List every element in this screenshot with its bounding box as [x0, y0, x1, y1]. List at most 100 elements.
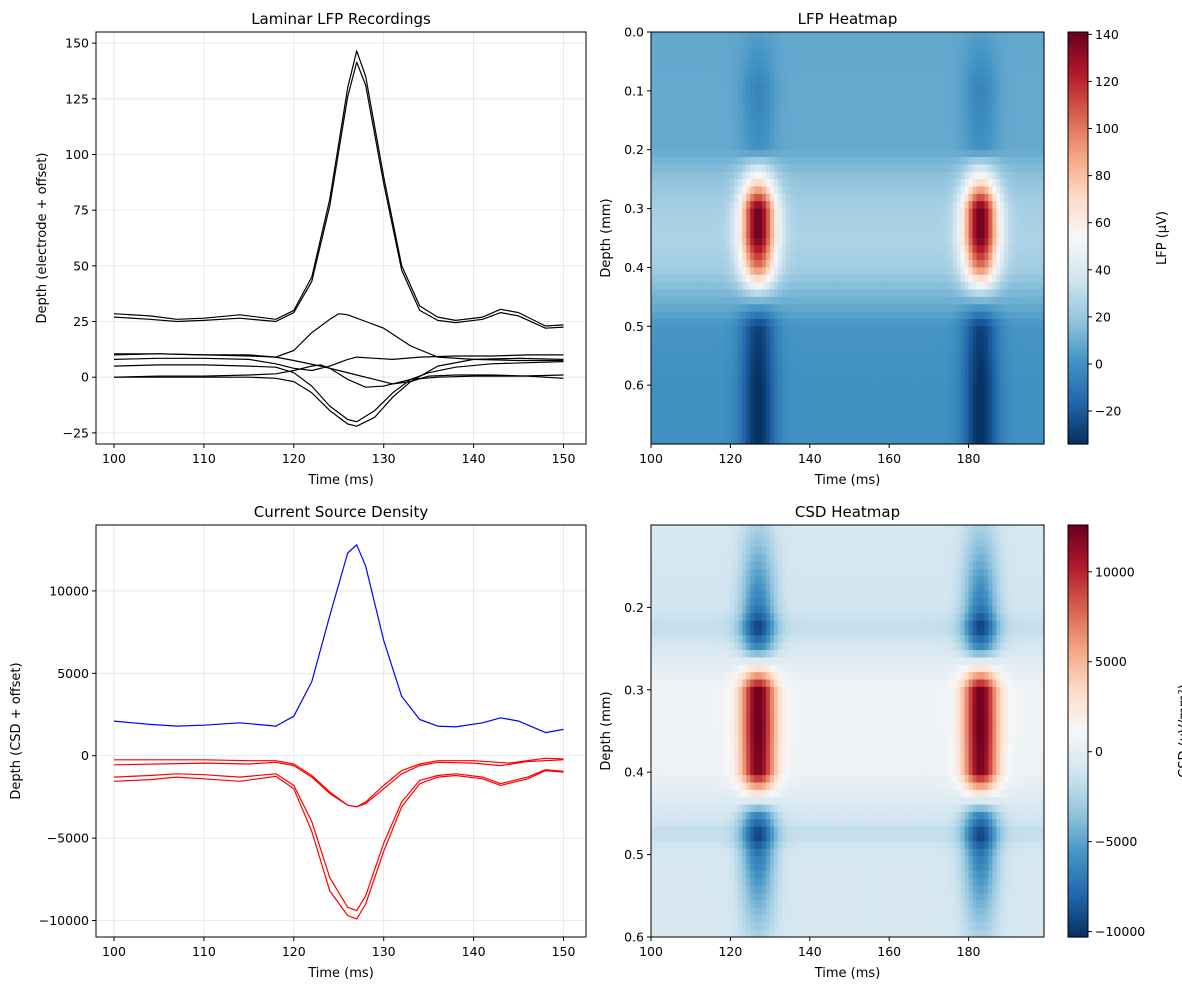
heatmap-cell — [774, 54, 779, 63]
heatmap-cell — [722, 112, 728, 121]
heatmap-cell — [658, 370, 664, 379]
heatmap-cell — [980, 112, 986, 121]
heatmap-cell — [889, 112, 894, 121]
heatmap-cell — [654, 193, 660, 202]
heatmap-cell — [706, 208, 712, 217]
heatmap-cell — [853, 61, 859, 70]
heatmap-cell — [793, 157, 799, 166]
heatmap-cell — [690, 274, 696, 283]
heatmap-cell — [738, 215, 743, 224]
heatmap-cell — [758, 186, 763, 195]
heatmap-cell — [960, 171, 966, 180]
heatmap-cell — [905, 120, 910, 129]
heatmap-cell — [825, 230, 831, 239]
heatmap-cell — [758, 208, 763, 217]
heatmap-cell — [734, 135, 739, 143]
heatmap-cell — [778, 68, 783, 77]
heatmap-cell — [809, 149, 815, 158]
heatmap-cell — [758, 348, 763, 357]
heatmap-cell — [960, 179, 966, 188]
heatmap-cell — [932, 318, 938, 327]
heatmap-cell — [710, 54, 716, 63]
heatmap-cell — [706, 274, 712, 283]
heatmap-cell — [789, 149, 795, 158]
heatmap-cell — [710, 76, 716, 85]
heatmap-cell — [782, 260, 787, 269]
heatmap-cell — [825, 164, 831, 173]
heatmap-cell — [742, 54, 747, 63]
heatmap-cell — [754, 282, 759, 291]
heatmap-cell — [928, 164, 934, 173]
heatmap-cell — [869, 54, 874, 63]
heatmap-cell — [809, 120, 815, 129]
heatmap-cell — [889, 135, 894, 143]
heatmap-cell — [738, 311, 743, 320]
heatmap-cell — [976, 90, 982, 99]
heatmap-cell — [801, 238, 807, 246]
heatmap-cell — [897, 208, 902, 217]
heatmap-cell — [861, 98, 866, 107]
heatmap-cell — [976, 392, 982, 401]
heatmap-cell — [809, 363, 815, 372]
heatmap-cell — [932, 274, 938, 283]
heatmap-cell — [976, 186, 982, 195]
heatmap-cell — [960, 157, 966, 166]
heatmap-cell — [698, 83, 704, 92]
heatmap-cell — [1032, 135, 1037, 143]
heatmap-cell — [785, 215, 791, 224]
heatmap-cell — [972, 267, 978, 276]
heatmap-cell — [996, 90, 1001, 99]
heatmap-cell — [893, 76, 898, 85]
heatmap-cell — [897, 267, 902, 276]
heatmap-cell — [1012, 296, 1017, 305]
heatmap-cell — [956, 120, 962, 129]
heatmap-cell — [841, 179, 847, 188]
heatmap-cell — [996, 370, 1001, 379]
heatmap-cell — [686, 304, 692, 313]
heatmap-cell — [789, 142, 795, 151]
heatmap-cell — [889, 238, 894, 246]
heatmap-cell — [738, 68, 743, 77]
heatmap-cell — [865, 32, 870, 40]
heatmap-cell — [988, 341, 993, 349]
heatmap-cell — [698, 282, 704, 291]
heatmap-cell — [793, 230, 799, 239]
heatmap-cell — [734, 90, 739, 99]
heatmap-cell — [960, 32, 966, 40]
heatmap-cell — [1024, 46, 1029, 55]
heatmap-cell — [813, 201, 819, 210]
heatmap-cell — [849, 304, 855, 313]
heatmap-cell — [869, 39, 874, 48]
heatmap-cell — [678, 83, 684, 92]
heatmap-cell — [956, 54, 962, 63]
heatmap-cell — [813, 105, 819, 114]
heatmap-cell — [849, 149, 855, 158]
heatmap-cell — [920, 363, 926, 372]
heatmap-cell — [893, 304, 898, 313]
heatmap-cell — [893, 39, 898, 48]
heatmap-cell — [1036, 341, 1041, 349]
heatmap-cell — [789, 112, 795, 121]
heatmap-cell — [845, 304, 851, 313]
heatmap-cell — [789, 135, 795, 143]
heatmap-cell — [893, 98, 898, 107]
heatmap-cell — [714, 304, 720, 313]
heatmap-cell — [837, 54, 843, 63]
heatmap-cell — [857, 164, 862, 173]
heatmap-cell — [670, 76, 676, 85]
heatmap-cell — [670, 392, 676, 401]
heatmap-cell — [889, 230, 894, 239]
heatmap-cell — [956, 39, 962, 48]
heatmap-cell — [877, 318, 882, 327]
heatmap-cell — [758, 127, 763, 136]
heatmap-cell — [785, 32, 791, 40]
heatmap-cell — [996, 333, 1001, 342]
heatmap-cell — [782, 157, 787, 166]
heatmap-cell — [940, 193, 946, 202]
heatmap-cell — [670, 296, 676, 305]
heatmap-cell — [678, 223, 684, 232]
heatmap-cell — [984, 201, 990, 210]
heatmap-cell — [897, 171, 902, 180]
heatmap-cell — [801, 135, 807, 143]
heatmap-cell — [837, 282, 843, 291]
